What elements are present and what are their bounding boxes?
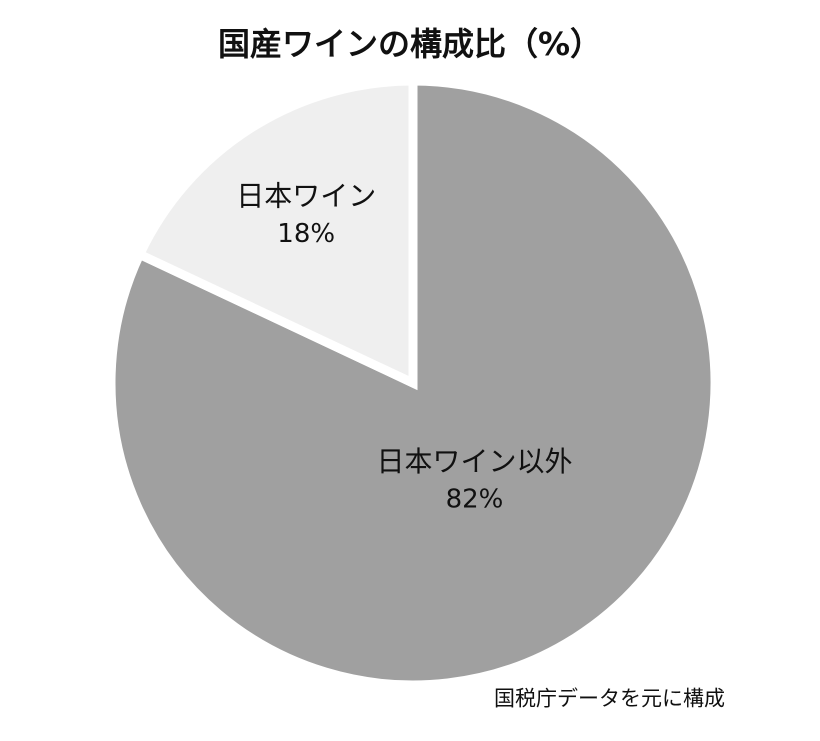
slice-label: 日本ワイン以外 xyxy=(376,445,572,478)
slice-value-label: 18% xyxy=(277,219,335,249)
slice-value-label: 82% xyxy=(446,484,504,514)
chart-title: 国産ワインの構成比（%） xyxy=(218,25,602,63)
pie: 日本ワイン以外 82% 日本ワイン 18% xyxy=(106,76,720,690)
pie-slice xyxy=(133,76,418,391)
source-note: 国税庁データを元に構成 xyxy=(494,687,725,711)
slice-label: 日本ワイン xyxy=(236,180,376,213)
